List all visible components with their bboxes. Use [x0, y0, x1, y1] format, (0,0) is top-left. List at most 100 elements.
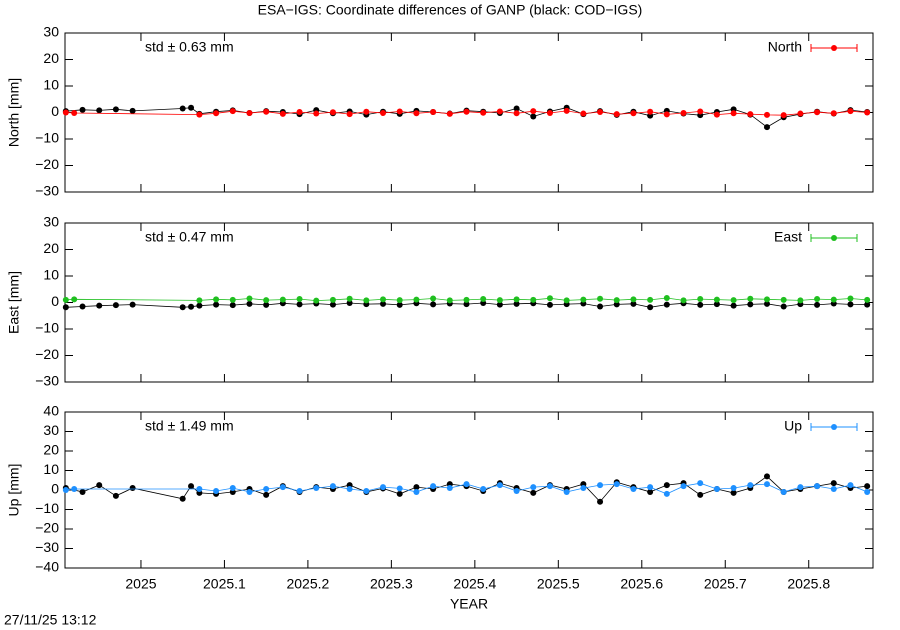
data-point — [196, 111, 203, 118]
data-point — [413, 484, 420, 491]
std-annotation: std ± 0.63 mm — [145, 39, 234, 55]
data-point — [396, 301, 403, 308]
data-point — [647, 296, 654, 303]
data-point — [496, 108, 503, 115]
data-point — [446, 485, 453, 492]
y-tick-label: −10 — [35, 320, 59, 336]
data-point — [196, 297, 203, 304]
data-point — [346, 295, 353, 302]
y-tick-label: −20 — [35, 520, 59, 536]
data-point — [179, 304, 186, 311]
y-tick-label: −40 — [35, 559, 59, 575]
data-point — [780, 112, 787, 119]
data-point — [680, 483, 687, 490]
data-point — [188, 104, 195, 111]
data-point — [597, 482, 604, 489]
data-point — [647, 108, 654, 115]
data-point — [730, 297, 737, 304]
data-point — [663, 490, 670, 497]
y-axis-label: North [mm] — [6, 78, 22, 147]
data-point — [188, 303, 195, 310]
data-point — [430, 483, 437, 490]
data-point — [713, 296, 720, 303]
data-point — [864, 109, 871, 116]
data-point — [730, 302, 737, 309]
data-point — [480, 109, 487, 116]
data-point — [296, 108, 303, 115]
data-point — [697, 108, 704, 115]
y-tick-label: 20 — [43, 240, 59, 256]
data-point — [380, 300, 387, 307]
data-point — [713, 111, 720, 118]
data-point — [597, 303, 604, 310]
data-point — [346, 300, 353, 307]
y-tick-label: −20 — [35, 346, 59, 362]
legend-swatch — [831, 424, 837, 430]
data-point — [697, 480, 704, 487]
data-point — [580, 296, 587, 303]
data-point — [763, 473, 770, 480]
legend-label: North — [768, 39, 802, 55]
data-point — [747, 301, 754, 308]
data-point — [279, 296, 286, 303]
data-point — [62, 109, 69, 116]
x-tick-label: 2025.3 — [370, 576, 413, 592]
data-point — [496, 301, 503, 308]
data-point — [62, 296, 69, 303]
data-point — [597, 498, 604, 505]
data-point — [797, 110, 804, 117]
data-point — [213, 296, 220, 303]
x-tick-label: 2025.4 — [453, 576, 496, 592]
data-point — [513, 296, 520, 303]
data-point — [513, 110, 520, 117]
data-point — [647, 304, 654, 311]
data-point — [296, 487, 303, 494]
data-point — [71, 296, 78, 303]
data-point — [396, 108, 403, 115]
data-point — [62, 304, 69, 311]
data-point — [263, 108, 270, 115]
data-point — [530, 108, 537, 115]
y-tick-label: 30 — [43, 422, 59, 438]
data-point — [563, 107, 570, 114]
data-point — [79, 488, 86, 495]
y-tick-label: −30 — [35, 183, 59, 199]
data-point — [329, 483, 336, 490]
y-tick-label: −30 — [35, 539, 59, 555]
data-point — [363, 487, 370, 494]
data-point — [847, 482, 854, 489]
y-tick-label: 0 — [51, 103, 59, 119]
data-point — [71, 110, 78, 117]
data-point — [296, 296, 303, 303]
data-point — [730, 485, 737, 492]
data-point — [96, 302, 103, 309]
data-point — [613, 301, 620, 308]
data-point — [96, 482, 103, 489]
y-tick-label: 0 — [51, 293, 59, 309]
data-point — [463, 481, 470, 488]
data-point — [680, 110, 687, 117]
data-point — [747, 111, 754, 118]
data-point — [188, 483, 195, 490]
data-point — [313, 485, 320, 492]
data-point — [263, 297, 270, 304]
data-point — [229, 485, 236, 492]
data-point — [713, 486, 720, 493]
data-point — [830, 480, 837, 487]
data-point — [730, 489, 737, 496]
y-tick-label: 40 — [43, 403, 59, 419]
data-point — [246, 110, 253, 117]
x-axis-label: YEAR — [450, 596, 488, 612]
data-point — [797, 297, 804, 304]
data-point — [413, 488, 420, 495]
data-point — [96, 107, 103, 114]
data-point — [530, 489, 537, 496]
data-point — [663, 301, 670, 308]
data-point — [630, 300, 637, 307]
data-point — [129, 485, 136, 492]
data-point — [463, 301, 470, 308]
data-point — [630, 110, 637, 117]
data-point — [496, 482, 503, 489]
data-point — [546, 483, 553, 490]
